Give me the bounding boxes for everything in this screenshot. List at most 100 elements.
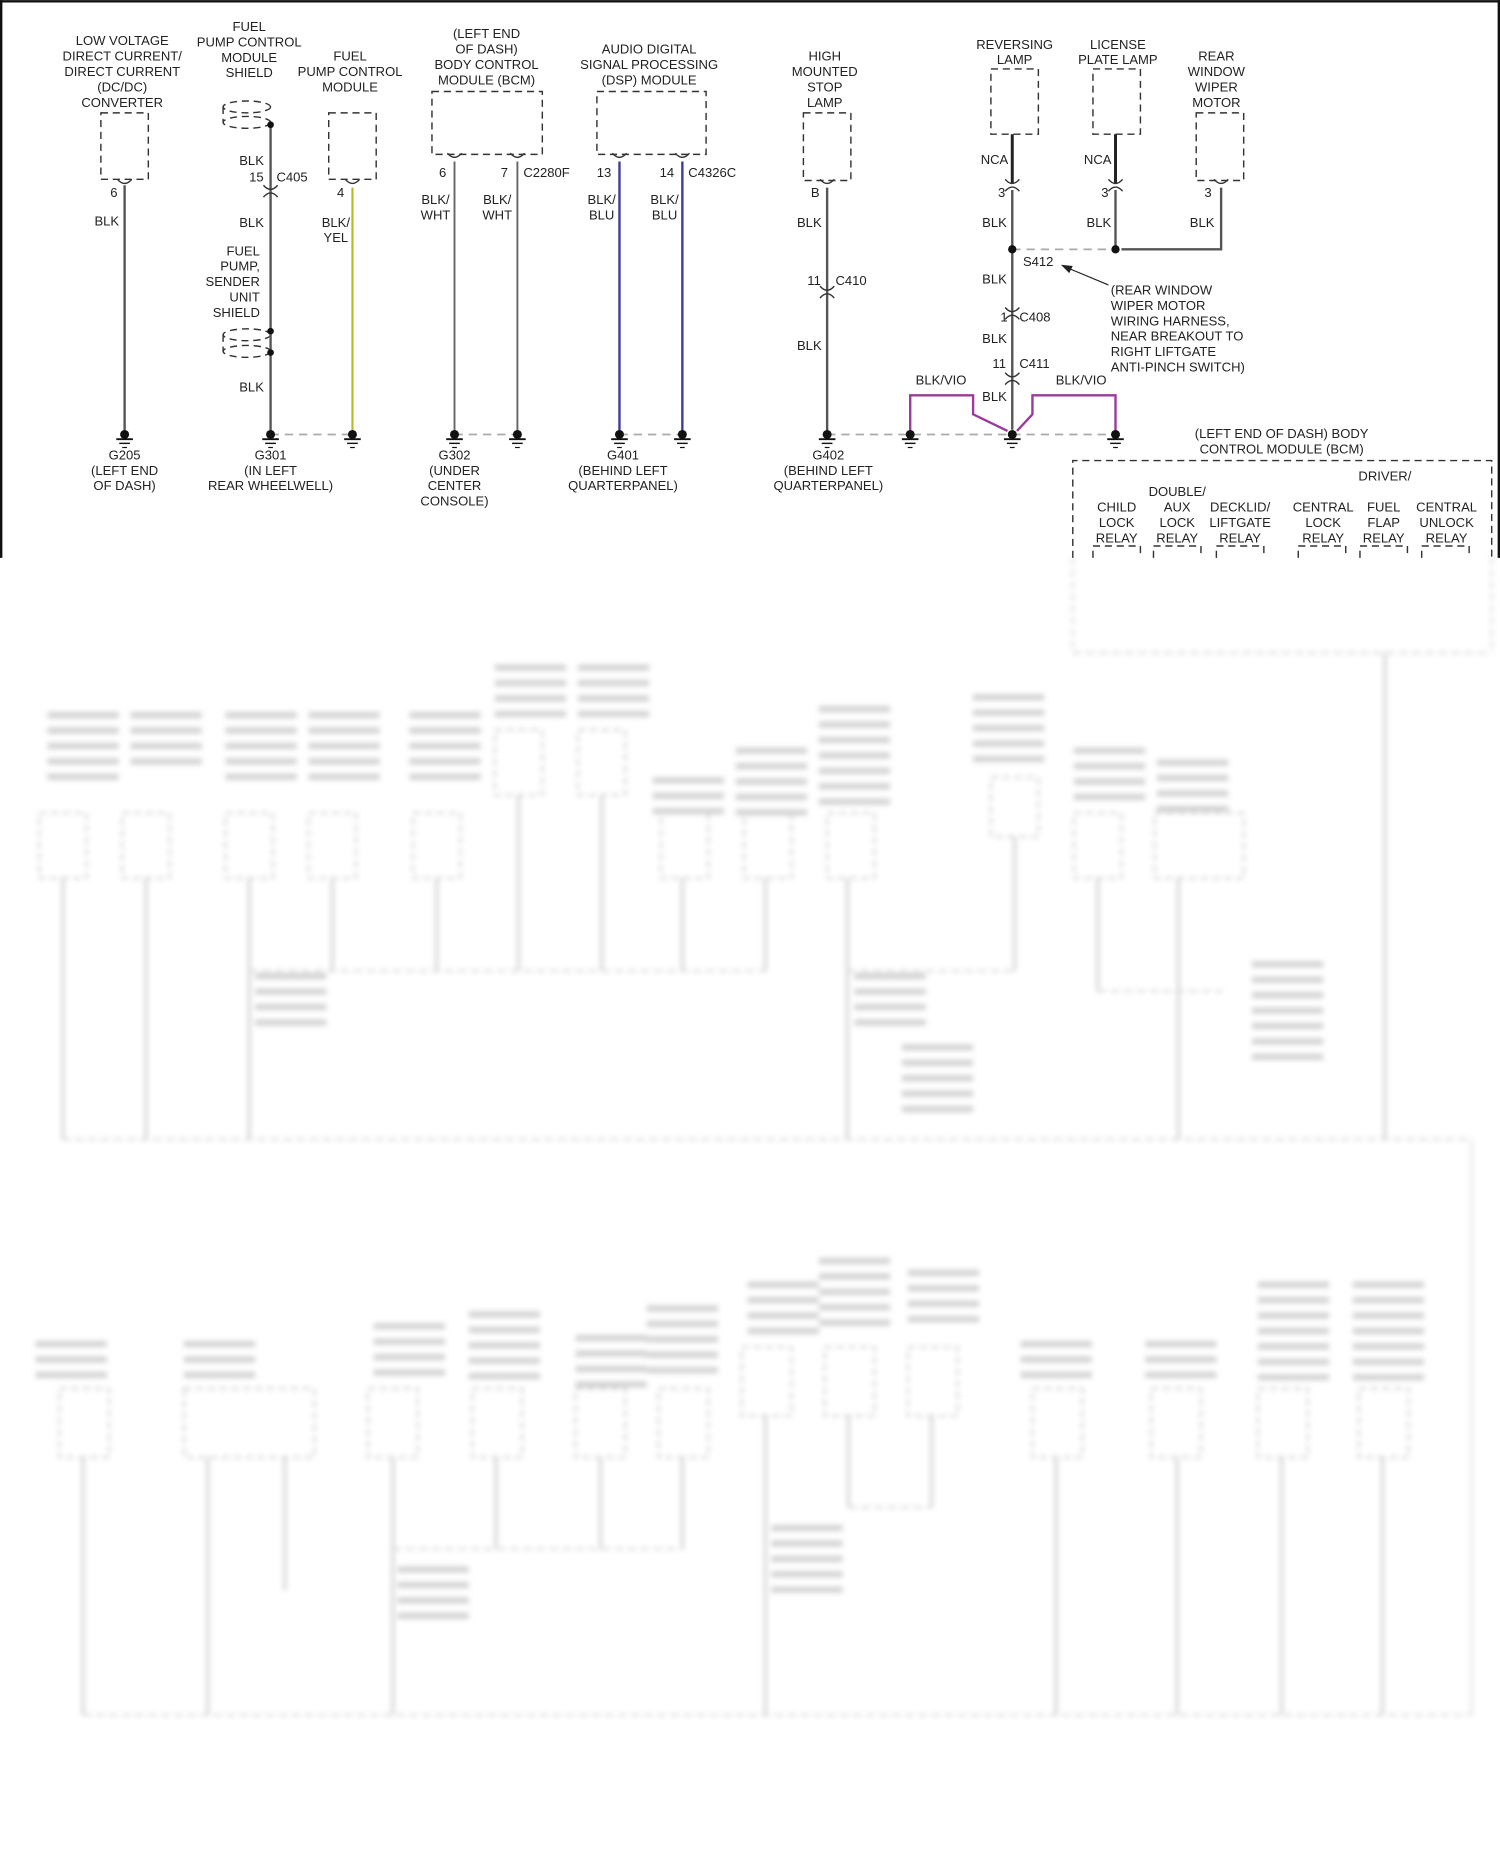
grounds-g302-2-label: CENTER (428, 478, 482, 493)
grounds-g205-1-label: (LEFT END (91, 463, 158, 478)
bcm-relays-central-1-label: LOCK (1305, 515, 1341, 530)
connector-icon (819, 285, 835, 291)
ground-icon (116, 429, 133, 449)
dsp-connector-label: C4326C (688, 165, 736, 180)
hmsl-label-1-label: MOUNTED (792, 64, 858, 79)
reversing-pin-label: 3 (998, 185, 1005, 200)
sender-shield-label-1-label: PUMP, (220, 259, 260, 274)
fpcm-shield-wire2-label: BLK (239, 215, 264, 230)
diagram-frame (0, 0, 1500, 558)
wire-blk-vio-right (1016, 394, 1117, 432)
dcdc-pin-label: 6 (110, 185, 117, 200)
fpcm-shield-label-2-label: MODULE (221, 50, 277, 65)
fpcm-wire-1-label: YEL (324, 230, 349, 245)
bcm-label-0-label: (LEFT END (453, 26, 520, 41)
splice-c411-pin-label: 11 (992, 356, 1006, 371)
splice-note-2-label: WIRING HARNESS, (1111, 313, 1230, 328)
bcm-wire-a-0-label: BLK/ (421, 192, 450, 207)
connectors (116, 152, 1229, 386)
wiper-wire-label: BLK (1190, 215, 1215, 230)
splice-wire3-label: BLK (982, 389, 1007, 404)
bcm-connector-label: C2280F (523, 165, 569, 180)
wiper-pin-label: 3 (1204, 185, 1211, 200)
sender-shield-label-2-label: SENDER (206, 274, 260, 289)
hmsl-label-0-label: HIGH (808, 49, 841, 64)
wiper-label-2-label: WIPER (1195, 79, 1238, 94)
reversing-label-1-label: LAMP (997, 52, 1033, 67)
bcm-label-3-label: MODULE (BCM) (438, 72, 535, 87)
hmsl-wire-label: BLK (797, 215, 822, 230)
wiper-label-3-label: MOTOR (1192, 95, 1240, 110)
bcm-relays-double-1-label: AUX (1164, 500, 1191, 515)
license-label-0-label: LICENSE (1090, 37, 1146, 52)
fpcm-label-0-label: FUEL (333, 49, 366, 64)
connector-icon (1213, 178, 1229, 185)
fpcm-shield-label-3-label: SHIELD (226, 65, 273, 80)
grounds-g205-0-label: G205 (109, 447, 141, 462)
connector-icon (262, 184, 279, 191)
splice-s412-dot (1008, 245, 1017, 254)
splice-c408-pin-label: 1 (1000, 310, 1007, 325)
ground-icon (446, 429, 463, 449)
bcm-relays-central-2-label: RELAY (1302, 530, 1344, 545)
ground-icon (611, 429, 628, 449)
sender-shield-label-4-label: SHIELD (213, 305, 260, 320)
bcm-relays-child-2-label: RELAY (1096, 530, 1138, 545)
splice-note-4-label: RIGHT LIFTGATE (1111, 344, 1217, 359)
bcm-relays-title-0-label: (LEFT END OF DASH) BODY (1195, 426, 1369, 441)
ground-symbols (116, 429, 1124, 449)
bcm-relays-fuel-1-label: FLAP (1367, 515, 1400, 530)
splice-c408-label: C408 (1019, 310, 1050, 325)
bcm-label-2-label: BODY CONTROL (434, 57, 538, 72)
fuel-pump-control-module-box (328, 112, 377, 181)
ground-icon (674, 429, 691, 449)
dcdc-wire-label: BLK (94, 214, 119, 229)
wiper-label-0-label: REAR (1198, 49, 1234, 64)
fpcm-shield-connector-label: C405 (277, 170, 308, 185)
license-wire-label: BLK (1087, 215, 1112, 230)
ground-icon (344, 429, 361, 449)
dsp-pins-1-label: 14 (660, 165, 675, 180)
bcm-relays-unlock-1-label: UNLOCK (1419, 515, 1474, 530)
splice-note-0-label: (REAR WINDOW (1111, 282, 1213, 297)
splice-wire2-label: BLK (982, 331, 1007, 346)
arrow-icon (1060, 264, 1109, 286)
license-plate-lamp-box (1092, 68, 1142, 135)
connector-icon (819, 178, 835, 185)
grounds-g401-1-label: (BEHIND LEFT (578, 463, 667, 478)
bcm-box (431, 90, 544, 156)
splice-id-label: S412 (1023, 254, 1053, 269)
dsp-module-box (596, 90, 707, 156)
dsp-label-2-label: (DSP) MODULE (602, 72, 697, 87)
bcm-relays-driver-label: DRIVER/ (1358, 469, 1411, 484)
dcdc-label-4-label: CONVERTER (81, 95, 163, 110)
hmsl-label-3-label: LAMP (807, 95, 843, 110)
bcm-relays-central-0-label: CENTRAL (1293, 500, 1354, 515)
bcm-relays-decklid-2-label: RELAY (1219, 530, 1261, 545)
rear-window-wiper-motor-box (1195, 112, 1245, 182)
bcm-relays-unlock-0-label: CENTRAL (1416, 500, 1477, 515)
bcm-relays-decklid-0-label: DECKLID/ (1210, 500, 1271, 515)
wiper-label-1-label: WINDOW (1188, 64, 1246, 79)
bcm-wire-a-1-label: WHT (421, 208, 451, 223)
blurred-lower-section (35, 557, 1493, 1716)
grounds-g401-2-label: QUARTERPANEL) (568, 478, 678, 493)
fpcm-shield-label-0-label: FUEL (233, 19, 266, 34)
hmsl-connector-label: C410 (835, 273, 866, 288)
reversing-nca-label: NCA (981, 152, 1009, 167)
splice-wire-label: BLK (982, 272, 1007, 287)
high-mounted-stop-lamp-box (802, 112, 852, 182)
connector-icon (509, 152, 526, 159)
bcm-relays-decklid-1-label: LIFTGATE (1209, 515, 1271, 530)
splice-note-5-label: ANTI-PINCH SWITCH) (1111, 360, 1245, 375)
fpcm-pin-label: 4 (337, 185, 344, 200)
connector-icon (1004, 306, 1020, 313)
wire-wiper-blk (1121, 187, 1223, 251)
grounds-g402-2-label: QUARTERPANEL) (773, 478, 883, 493)
ground-icon (509, 429, 526, 449)
bcm-relays-double-2-label: LOCK (1159, 515, 1195, 530)
grounds-g401-0-label: G401 (607, 447, 639, 462)
fpcm-label-2-label: MODULE (322, 79, 378, 94)
connector-icon (674, 152, 691, 159)
